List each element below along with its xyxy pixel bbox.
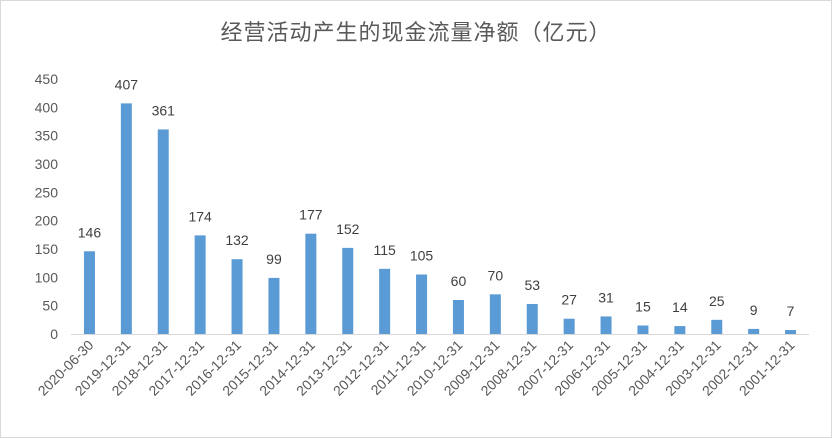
data-label: 177 [299, 207, 323, 223]
y-tick-label: 350 [35, 128, 59, 144]
y-tick-label: 450 [35, 71, 59, 87]
y-tick-label: 0 [50, 326, 58, 342]
bar [194, 235, 206, 334]
data-label: 152 [336, 221, 360, 237]
y-tick-label: 300 [35, 156, 59, 172]
data-label: 9 [750, 302, 758, 318]
bar [268, 277, 280, 334]
bar [305, 233, 317, 334]
data-label: 146 [78, 224, 102, 240]
y-tick-label: 150 [35, 241, 59, 257]
bars [83, 103, 797, 335]
y-tick-label: 250 [35, 184, 59, 200]
bar [748, 328, 760, 334]
data-label: 53 [524, 277, 540, 293]
bar [231, 259, 243, 334]
data-label: 27 [561, 292, 577, 308]
data-label: 60 [451, 273, 467, 289]
y-tick-label: 200 [35, 213, 59, 229]
bar [526, 303, 538, 334]
bar [452, 300, 464, 334]
data-labels: 146 407 361 174 132 99 177 152 115 105 60 70 53 27 31 1… [78, 76, 795, 319]
bar [489, 294, 501, 334]
data-label: 99 [266, 251, 282, 267]
bar [600, 316, 612, 334]
data-label: 105 [410, 248, 434, 264]
y-tick-label: 100 [35, 269, 59, 285]
data-label: 361 [152, 102, 176, 118]
data-label: 132 [225, 232, 249, 248]
bar [83, 251, 95, 334]
x-axis-ticks: 2020-06-302019-12-312018-12-312017-12-31… [35, 337, 798, 399]
data-label: 407 [115, 76, 139, 92]
chart-title: 经营活动产生的现金流量净额（亿元） [220, 21, 612, 46]
data-label: 7 [787, 303, 795, 319]
bar [416, 274, 428, 334]
bar [637, 325, 649, 334]
data-label: 174 [188, 208, 212, 224]
data-label: 70 [488, 267, 504, 283]
bar [120, 103, 132, 335]
bar [379, 268, 391, 334]
bar [785, 330, 797, 334]
data-label: 25 [709, 293, 725, 309]
bar [563, 318, 575, 334]
data-label: 31 [598, 289, 614, 305]
data-label: 14 [672, 299, 688, 315]
data-label: 15 [635, 299, 651, 315]
y-tick-label: 50 [42, 298, 58, 314]
bar [711, 319, 723, 334]
bar [674, 326, 686, 334]
y-axis-ticks: 0 50 100 150 200 250 300 350 400 450 [35, 71, 59, 342]
bar [157, 129, 169, 334]
y-tick-label: 400 [35, 99, 59, 115]
data-label: 115 [373, 242, 396, 258]
bar [342, 247, 354, 334]
